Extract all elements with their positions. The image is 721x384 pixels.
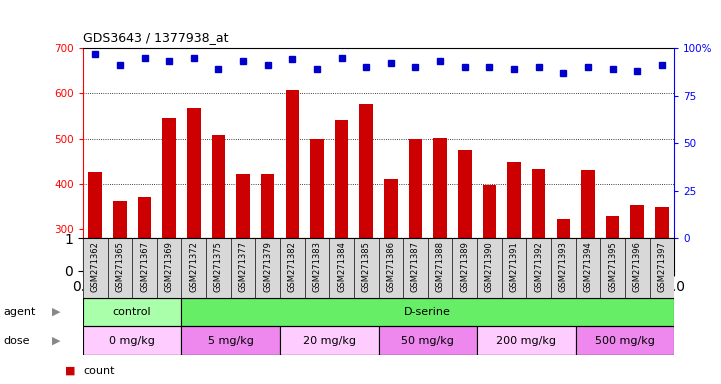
- Bar: [182, 298, 674, 326]
- Text: GSM271362: GSM271362: [91, 241, 99, 292]
- Text: GSM271365: GSM271365: [115, 241, 124, 292]
- Text: count: count: [83, 366, 115, 376]
- Bar: [379, 326, 477, 355]
- Bar: [280, 326, 379, 355]
- Text: 0 mg/kg: 0 mg/kg: [110, 336, 155, 346]
- Bar: [433, 137, 447, 238]
- Text: GSM271372: GSM271372: [190, 241, 198, 292]
- Bar: [458, 150, 472, 238]
- Text: GSM271396: GSM271396: [633, 241, 642, 292]
- Bar: [83, 298, 182, 326]
- Bar: [83, 326, 182, 355]
- Text: GSM271393: GSM271393: [559, 241, 567, 292]
- Bar: [212, 135, 225, 238]
- Bar: [310, 139, 324, 238]
- Text: agent: agent: [4, 307, 36, 317]
- Text: GSM271379: GSM271379: [263, 241, 272, 292]
- Text: D-serine: D-serine: [404, 307, 451, 317]
- Bar: [482, 185, 496, 238]
- Bar: [113, 201, 127, 238]
- Text: 20 mg/kg: 20 mg/kg: [303, 336, 355, 346]
- Text: GSM271388: GSM271388: [435, 241, 445, 292]
- Text: dose: dose: [4, 336, 30, 346]
- Bar: [138, 197, 151, 238]
- Text: GDS3643 / 1377938_at: GDS3643 / 1377938_at: [83, 31, 229, 44]
- Bar: [477, 326, 575, 355]
- Text: GSM271395: GSM271395: [608, 241, 617, 292]
- Bar: [335, 121, 348, 238]
- Bar: [655, 207, 668, 238]
- Text: ▶: ▶: [52, 336, 61, 346]
- Bar: [384, 179, 397, 238]
- Text: GSM271383: GSM271383: [312, 241, 322, 292]
- Bar: [236, 174, 249, 238]
- Text: GSM271397: GSM271397: [658, 241, 666, 292]
- Text: GSM271382: GSM271382: [288, 241, 297, 292]
- Bar: [575, 326, 674, 355]
- Bar: [606, 216, 619, 238]
- Text: 500 mg/kg: 500 mg/kg: [595, 336, 655, 346]
- Text: GSM271394: GSM271394: [583, 241, 593, 292]
- Text: 5 mg/kg: 5 mg/kg: [208, 336, 254, 346]
- Bar: [89, 172, 102, 238]
- Bar: [182, 326, 280, 355]
- Text: GSM271386: GSM271386: [386, 241, 395, 292]
- Text: GSM271369: GSM271369: [164, 241, 174, 292]
- Text: GSM271390: GSM271390: [485, 241, 494, 292]
- Text: GSM271367: GSM271367: [140, 241, 149, 292]
- Bar: [630, 205, 644, 238]
- Bar: [557, 219, 570, 238]
- Text: 50 mg/kg: 50 mg/kg: [402, 336, 454, 346]
- Bar: [360, 104, 373, 238]
- Text: GSM271392: GSM271392: [534, 241, 543, 292]
- Text: ■: ■: [65, 366, 76, 376]
- Text: GSM271391: GSM271391: [510, 241, 518, 292]
- Text: GSM271375: GSM271375: [214, 241, 223, 292]
- Bar: [508, 162, 521, 238]
- Bar: [581, 170, 595, 238]
- Bar: [261, 174, 275, 238]
- Text: ▶: ▶: [52, 307, 61, 317]
- Text: control: control: [113, 307, 151, 317]
- Bar: [532, 169, 545, 238]
- Bar: [162, 118, 176, 238]
- Text: GSM271384: GSM271384: [337, 241, 346, 292]
- Text: GSM271385: GSM271385: [362, 241, 371, 292]
- Text: GSM271389: GSM271389: [460, 241, 469, 292]
- Text: GSM271377: GSM271377: [239, 241, 247, 292]
- Text: 200 mg/kg: 200 mg/kg: [496, 336, 557, 346]
- Text: GSM271387: GSM271387: [411, 241, 420, 292]
- Bar: [187, 108, 200, 238]
- Bar: [286, 89, 299, 238]
- Bar: [409, 139, 423, 238]
